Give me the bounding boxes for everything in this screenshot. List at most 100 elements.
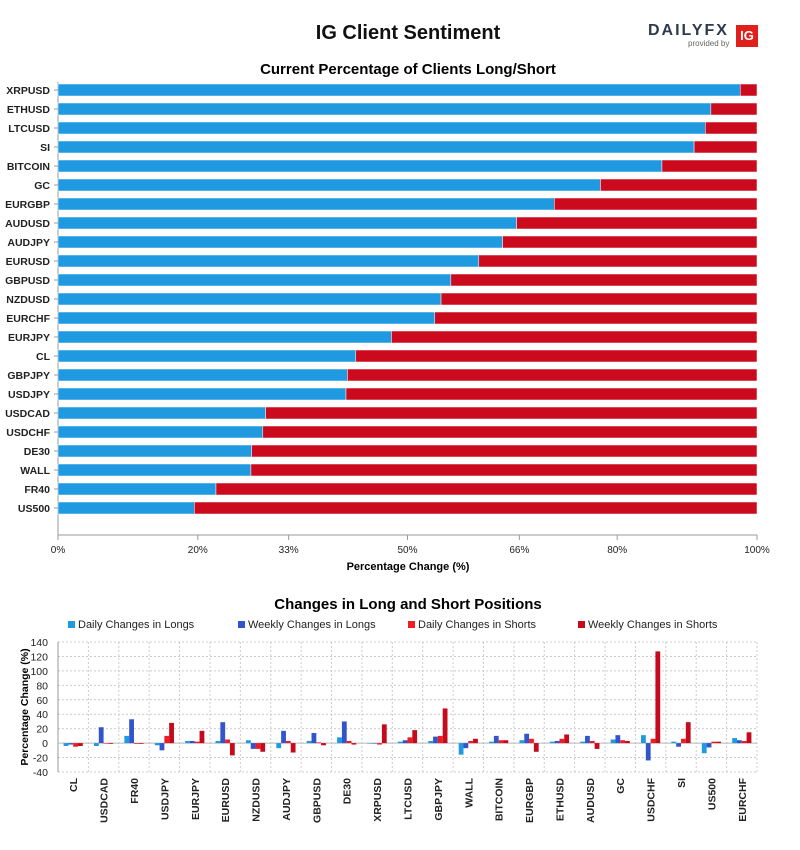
legend-swatch-3	[578, 621, 585, 628]
y-tick-label: 120	[30, 651, 48, 663]
change-bar-ltcusd-0	[397, 741, 403, 744]
change-bar-usdjpy-2	[164, 735, 170, 744]
long-bar-usdchf	[57, 425, 264, 439]
short-bar-xrpusd	[739, 83, 758, 97]
change-bar-audjpy-3	[290, 743, 296, 753]
change-bar-audusd-0	[580, 741, 586, 744]
y-tick-label: 80	[36, 680, 48, 692]
x-category-label-gc: GC	[615, 778, 627, 794]
logo-brand: DAILYFX	[648, 22, 729, 39]
short-bar-ethusd	[710, 102, 758, 116]
short-bar-usdchf	[262, 425, 758, 439]
short-bar-bitcoin	[661, 159, 758, 173]
y-tick-label: 60	[36, 695, 48, 707]
change-bar-usdcad-1	[98, 727, 104, 744]
x-category-label-us500: US500	[706, 778, 718, 810]
short-bar-eurusd	[478, 254, 758, 268]
change-bar-eurchf-2	[741, 740, 747, 744]
legend-label-0: Daily Changes in Longs	[78, 619, 195, 631]
x-category-label-xrpusd: XRPUSD	[372, 778, 384, 822]
category-label-usdchf: USDCHF	[6, 427, 50, 439]
change-bar-xrpusd-1	[372, 743, 378, 744]
category-label-bitcoin: BITCOIN	[7, 161, 50, 173]
change-bar-fr40-3	[138, 743, 144, 744]
short-bar-nzdusd	[440, 292, 758, 306]
legend-label-3: Weekly Changes in Shorts	[588, 619, 718, 631]
x-category-label-cl: CL	[68, 777, 80, 792]
change-bar-cl-0	[63, 743, 69, 746]
change-bar-wall-2	[468, 740, 474, 744]
dailyfx-logo[interactable]: DAILYFX provided by IG	[648, 22, 760, 48]
change-bar-eurchf-1	[737, 740, 742, 744]
long-bar-eurgbp	[57, 197, 555, 211]
change-bar-eurusd-3	[229, 743, 235, 756]
change-bar-us500-0	[701, 743, 707, 754]
change-bar-eurjpy-2	[194, 741, 200, 744]
change-bar-bitcoin-0	[489, 741, 494, 744]
short-bar-us500	[194, 501, 758, 515]
change-bar-gc-1	[615, 735, 621, 744]
change-bar-de30-0	[337, 737, 342, 744]
chart1-x-axis-label: Percentage Change (%)	[347, 561, 470, 573]
category-label-eurusd: EURUSD	[6, 256, 51, 268]
change-bar-si-0	[671, 741, 677, 744]
long-bar-nzdusd	[57, 292, 442, 306]
short-bar-audjpy	[502, 235, 758, 249]
change-bar-cl-2	[73, 743, 78, 747]
category-label-audjpy: AUDJPY	[7, 237, 50, 249]
short-bar-ltcusd	[705, 121, 758, 135]
change-bar-xrpusd-2	[377, 743, 382, 745]
short-bar-gbpjpy	[347, 368, 758, 382]
x-tick-label: 0%	[51, 545, 66, 556]
change-bar-nzdusd-2	[255, 743, 261, 749]
x-category-label-fr40: FR40	[129, 778, 141, 804]
x-category-label-eurgbp: EURGBP	[524, 778, 536, 823]
change-bar-usdjpy-3	[169, 722, 174, 744]
long-bar-usdcad	[57, 406, 266, 420]
long-bar-eurjpy	[57, 330, 392, 344]
x-category-label-usdchf: USDCHF	[646, 777, 658, 821]
category-label-audusd: AUDUSD	[5, 218, 50, 230]
legend-swatch-1	[238, 621, 245, 628]
long-bar-de30	[57, 444, 252, 458]
change-bar-eurusd-2	[225, 739, 230, 744]
category-label-usdcad: USDCAD	[5, 408, 50, 420]
change-bar-ethusd-0	[549, 741, 555, 744]
change-bar-gbpjpy-1	[433, 736, 438, 744]
change-bar-ethusd-2	[559, 738, 565, 744]
short-bar-eurjpy	[391, 330, 758, 344]
category-label-cl: CL	[36, 351, 51, 363]
change-bar-cl-3	[77, 743, 83, 746]
change-bar-wall-3	[473, 738, 478, 744]
change-bar-gbpusd-0	[306, 740, 312, 744]
long-bar-gc	[57, 178, 601, 192]
y-tick-label: 20	[36, 724, 48, 736]
change-bar-bitcoin-3	[503, 740, 509, 744]
x-category-label-eurchf: EURCHF	[737, 777, 749, 821]
change-bar-bitcoin-2	[498, 740, 504, 744]
change-bar-wall-0	[458, 743, 464, 755]
long-bar-audusd	[57, 216, 517, 230]
change-bar-eurjpy-1	[189, 740, 195, 744]
long-bar-bitcoin	[57, 159, 663, 173]
x-tick-label: 33%	[279, 545, 299, 556]
short-bar-usdjpy	[345, 387, 758, 401]
chart1-title: Current Percentage of Clients Long/Short	[260, 61, 556, 78]
change-bar-eurusd-0	[215, 740, 221, 744]
short-bar-de30	[251, 444, 758, 458]
change-bar-eurgbp-1	[524, 733, 530, 744]
x-category-label-usdcad: USDCAD	[99, 778, 111, 823]
change-bar-eurjpy-3	[199, 730, 205, 744]
short-bar-si	[693, 140, 758, 154]
change-bar-nzdusd-1	[250, 743, 256, 749]
x-tick-label: 20%	[188, 545, 208, 556]
change-bar-nzdusd-0	[245, 740, 251, 744]
change-bar-fr40-1	[129, 719, 134, 744]
change-bar-gbpusd-1	[311, 733, 317, 744]
logo-subtext: provided by	[688, 39, 730, 48]
long-bar-wall	[57, 463, 252, 477]
change-bar-gc-0	[610, 739, 616, 744]
y-tick-label: 140	[30, 637, 48, 649]
category-label-ltcusd: LTCUSD	[8, 123, 50, 135]
short-bar-fr40	[215, 482, 758, 496]
